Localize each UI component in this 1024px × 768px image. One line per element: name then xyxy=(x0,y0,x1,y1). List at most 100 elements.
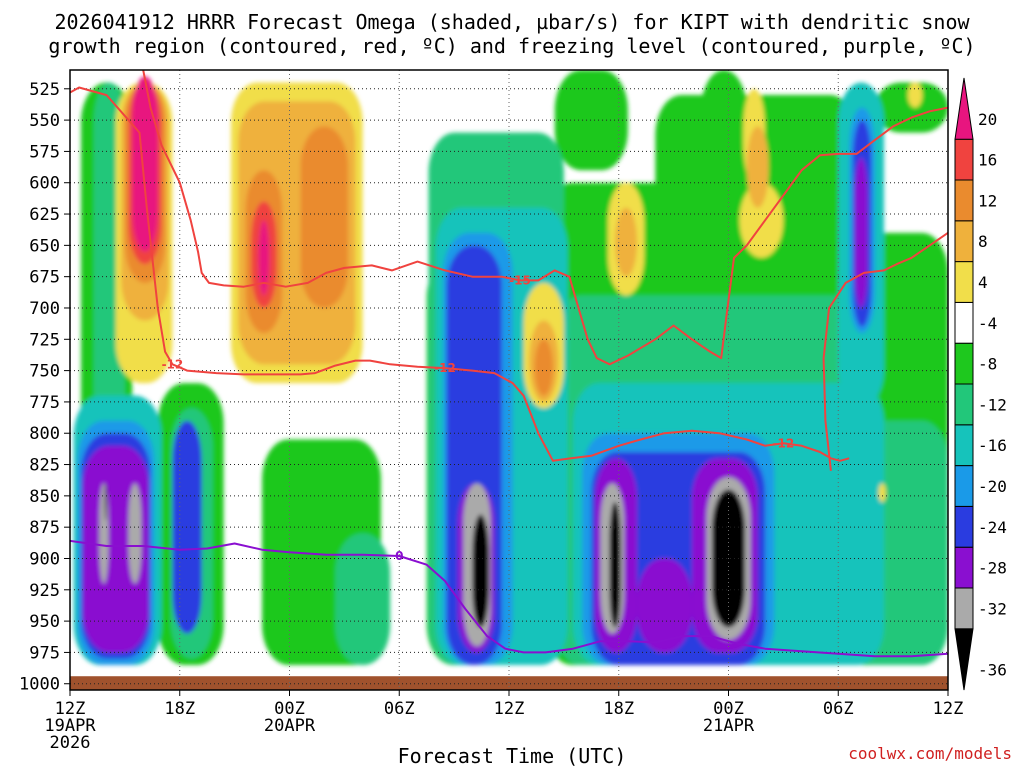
colorbar-bin-green xyxy=(954,342,974,385)
freezing-label: 0 xyxy=(395,549,403,563)
y-tick-label-925: 925 xyxy=(29,581,60,601)
y-tick-label-800: 800 xyxy=(29,424,60,444)
y-tick-label-1000: 1000 xyxy=(19,675,60,695)
colorbar-label--12: -12 xyxy=(978,395,1007,414)
omega-region-seagreen xyxy=(335,533,391,665)
x-tick-label: 00Z xyxy=(274,699,305,719)
x-year-label: 2026 xyxy=(50,733,91,753)
y-tick-label-525: 525 xyxy=(29,80,60,100)
colorbar-bin-black xyxy=(954,628,974,691)
colorbar-label--24: -24 xyxy=(978,518,1007,537)
colorbar-bin-orange xyxy=(954,179,974,222)
dsg-label-b: -12 xyxy=(434,361,456,375)
colorbar-bin-gray xyxy=(954,587,974,630)
y-tick-label-825: 825 xyxy=(29,456,60,476)
colorbar-label-4: 4 xyxy=(978,273,988,292)
omega-region-yellow xyxy=(907,82,923,108)
omega-blobs xyxy=(73,70,948,665)
dsg-label-a: -12 xyxy=(162,357,184,371)
chart-title-line2: growth region (contoured, red, ºC) and f… xyxy=(48,34,976,58)
colorbar-label--16: -16 xyxy=(978,436,1007,455)
omega-region-purple xyxy=(637,558,692,653)
dsg-contour--12 xyxy=(70,86,850,462)
omega-region-green xyxy=(701,70,747,158)
credit-link[interactable]: coolwx.com/models xyxy=(848,744,1012,763)
omega-region-orange xyxy=(534,339,553,396)
colorbar-bin-sky xyxy=(954,465,974,507)
colorbar: -36 -32 -28 -24 -20 -16 -12 -8 -4 4 8 12 16 20 xyxy=(954,77,1007,691)
x-tick-label: 12Z xyxy=(933,699,964,719)
colorbar-bin-blue xyxy=(954,505,974,548)
colorbar-label-16: 16 xyxy=(978,151,997,170)
omega-region-black xyxy=(104,483,107,521)
omega-shading xyxy=(70,70,948,690)
dsg-contour--15 xyxy=(142,70,948,366)
omega-region-blue xyxy=(172,420,202,634)
x-tick-label: 18Z xyxy=(603,699,634,719)
y-tick-label-875: 875 xyxy=(29,518,60,538)
y-tick-label-600: 600 xyxy=(29,174,60,194)
freezing-level-contour xyxy=(70,539,948,658)
temperature-contours: -12 -12 -12 -15 0 xyxy=(70,70,948,658)
y-tick-label-775: 775 xyxy=(29,393,60,413)
y-tick-label-750: 750 xyxy=(29,362,60,382)
colorbar-bin-yellow xyxy=(954,261,974,303)
grid xyxy=(70,70,948,690)
colorbar-bin-purple xyxy=(954,546,974,589)
y-tick-label-550: 550 xyxy=(29,111,60,131)
x-tick-label: 00Z xyxy=(713,699,744,719)
omega-region-pink xyxy=(132,76,158,252)
omega-region-lightorange xyxy=(615,207,638,277)
colorbar-label--28: -28 xyxy=(978,559,1007,578)
colorbar-bin-white xyxy=(954,301,974,344)
colorbar-bin-teal xyxy=(954,424,974,467)
colorbar-bin-seagreen xyxy=(954,383,974,426)
omega-region-green xyxy=(874,82,948,133)
colorbar-bin-red xyxy=(954,138,974,181)
y-tick-label-700: 700 xyxy=(29,299,60,319)
y-tick-label-850: 850 xyxy=(29,487,60,507)
y-tick-label-725: 725 xyxy=(29,330,60,350)
x-date-label: 20APR xyxy=(264,716,316,736)
omega-region-black xyxy=(609,502,621,628)
colorbar-bin-pink xyxy=(954,77,974,140)
omega-region-orange xyxy=(300,126,349,308)
x-date-label: 19APR xyxy=(44,716,96,736)
x-axis-title: Forecast Time (UTC) xyxy=(397,744,627,768)
x-tick-label: 12Z xyxy=(55,699,86,719)
y-tick-label-900: 900 xyxy=(29,549,60,569)
x-tick-label: 06Z xyxy=(823,699,854,719)
omega-region-black xyxy=(472,514,489,628)
y-tick-label-625: 625 xyxy=(29,205,60,225)
colorbar-label-8: 8 xyxy=(978,232,988,251)
chart-title-line1: 2026041912 HRRR Forecast Omega (shaded, … xyxy=(54,10,970,34)
dsg-label-c: -12 xyxy=(773,436,795,450)
dsg-contour-unlabeled xyxy=(822,231,948,471)
omega-region-gray xyxy=(128,483,142,584)
omega-region-yellow xyxy=(878,483,886,503)
y-tick-label-675: 675 xyxy=(29,268,60,288)
x-date-label: 21APR xyxy=(703,716,755,736)
axes: 525 550 575 600 625 650 675 700 725 750 775 800 825 8… xyxy=(19,80,963,753)
colorbar-bin-lightorange xyxy=(954,220,974,263)
colorbar-label--36: -36 xyxy=(978,661,1007,680)
x-tick-label: 18Z xyxy=(164,699,195,719)
colorbar-label--20: -20 xyxy=(978,477,1007,496)
colorbar-label--4: -4 xyxy=(978,314,997,333)
colorbar-label-20: 20 xyxy=(978,110,997,129)
omega-region-lightorange xyxy=(746,126,769,208)
y-tick-label-950: 950 xyxy=(29,612,60,632)
y-tick-label-650: 650 xyxy=(29,236,60,256)
dsg-label-d: -15 xyxy=(509,273,531,287)
omega-region-gray xyxy=(99,483,109,584)
x-tick-label: 12Z xyxy=(494,699,525,719)
x-tick-label: 06Z xyxy=(384,699,415,719)
omega-region-purple xyxy=(854,157,868,308)
colorbar-label--32: -32 xyxy=(978,599,1007,618)
colorbar-label-12: 12 xyxy=(978,191,997,210)
colorbar-label--8: -8 xyxy=(978,355,997,374)
omega-region-green xyxy=(554,70,628,171)
y-tick-label-575: 575 xyxy=(29,142,60,162)
y-tick-label-975: 975 xyxy=(29,643,60,663)
